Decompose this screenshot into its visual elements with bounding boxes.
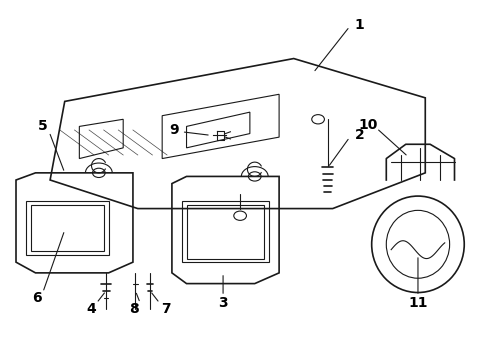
Text: 8: 8 <box>129 302 139 316</box>
Text: 3: 3 <box>218 296 228 310</box>
Text: 1: 1 <box>355 18 365 32</box>
Text: 2: 2 <box>355 129 365 142</box>
Text: 4: 4 <box>87 302 97 316</box>
Text: 10: 10 <box>358 118 377 132</box>
Text: 5: 5 <box>38 120 48 134</box>
Text: 7: 7 <box>161 302 171 316</box>
Text: 11: 11 <box>408 296 428 310</box>
Text: 9: 9 <box>170 123 179 137</box>
Text: 6: 6 <box>32 291 41 305</box>
